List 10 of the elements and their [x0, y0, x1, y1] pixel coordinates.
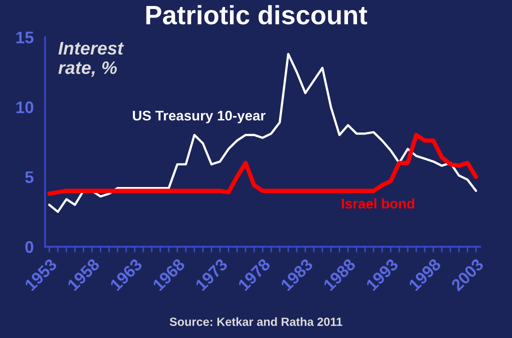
series-label: US Treasury 10-year [132, 110, 266, 124]
y-tick-label: 0 [25, 241, 34, 253]
series-label: Israel bond [342, 198, 414, 209]
y-tick-label: 5 [25, 171, 34, 184]
y-tick-label: 10 [16, 101, 34, 114]
chart-title: Patriotic discount [146, 5, 368, 24]
source-note: Source: Ketkar and Ratha 2011 [170, 317, 342, 326]
y-tick-label: 15 [16, 32, 34, 44]
line-series [47, 132, 478, 196]
y-axis-title: Interest rate, % [58, 42, 124, 77]
